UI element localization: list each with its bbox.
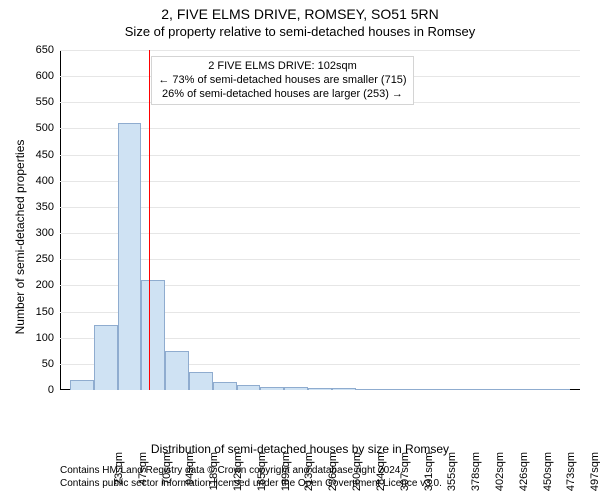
histogram-bar — [118, 123, 142, 390]
chart-subtitle: Size of property relative to semi-detach… — [0, 24, 600, 39]
y-tick-label: 400 — [14, 175, 54, 187]
histogram-bar — [332, 388, 356, 390]
histogram-bar — [213, 382, 237, 390]
y-tick-label: 250 — [14, 253, 54, 265]
plot-area: 0501001502002503003504004505005506006502… — [60, 50, 580, 390]
y-tick-label: 600 — [14, 70, 54, 82]
histogram-bar — [475, 389, 499, 390]
histogram-bar — [141, 280, 165, 390]
histogram-bar — [237, 385, 261, 390]
histogram-bar — [189, 372, 213, 390]
y-tick-label: 100 — [14, 332, 54, 344]
y-tick-label: 150 — [14, 306, 54, 318]
histogram-bar — [70, 380, 94, 390]
x-axis-label: Distribution of semi-detached houses by … — [0, 442, 600, 456]
histogram-bar — [284, 387, 308, 390]
y-axis-line — [60, 50, 61, 390]
gridline — [60, 50, 580, 51]
histogram-bar — [165, 351, 189, 390]
chart-title: 2, FIVE ELMS DRIVE, ROMSEY, SO51 5RN — [0, 6, 600, 22]
y-tick-label: 350 — [14, 201, 54, 213]
histogram-bar — [94, 325, 118, 390]
x-tick-label: 497sqm — [589, 452, 600, 502]
histogram-bar — [380, 389, 404, 390]
footer-line1: Contains HM Land Registry data © Crown c… — [60, 464, 590, 477]
histogram-bar — [308, 388, 332, 390]
histogram-bar — [522, 389, 546, 390]
annotation-line2: ← 73% of semi-detached houses are smalle… — [158, 74, 406, 88]
annotation-line1: 2 FIVE ELMS DRIVE: 102sqm — [158, 60, 406, 74]
histogram-bar — [499, 389, 523, 390]
y-tick-label: 500 — [14, 122, 54, 134]
y-tick-label: 650 — [14, 44, 54, 56]
histogram-bar — [427, 389, 451, 390]
histogram-bar — [403, 389, 427, 390]
annotation-line3: 26% of semi-detached houses are larger (… — [158, 88, 406, 102]
footer-line2: Contains public sector information licen… — [60, 477, 590, 490]
highlight-marker — [149, 50, 150, 390]
annotation-box: 2 FIVE ELMS DRIVE: 102sqm ← 73% of semi-… — [151, 56, 413, 105]
y-tick-label: 200 — [14, 279, 54, 291]
y-tick-label: 50 — [14, 358, 54, 370]
y-tick-label: 550 — [14, 96, 54, 108]
y-tick-label: 450 — [14, 149, 54, 161]
y-tick-label: 0 — [14, 384, 54, 396]
histogram-bar — [451, 389, 475, 390]
histogram-bar — [356, 389, 380, 390]
histogram-bar — [546, 389, 570, 390]
histogram-bar — [260, 387, 284, 390]
footer-text: Contains HM Land Registry data © Crown c… — [60, 464, 590, 490]
y-tick-label: 300 — [14, 227, 54, 239]
chart-container: 2, FIVE ELMS DRIVE, ROMSEY, SO51 5RN Siz… — [0, 0, 600, 500]
